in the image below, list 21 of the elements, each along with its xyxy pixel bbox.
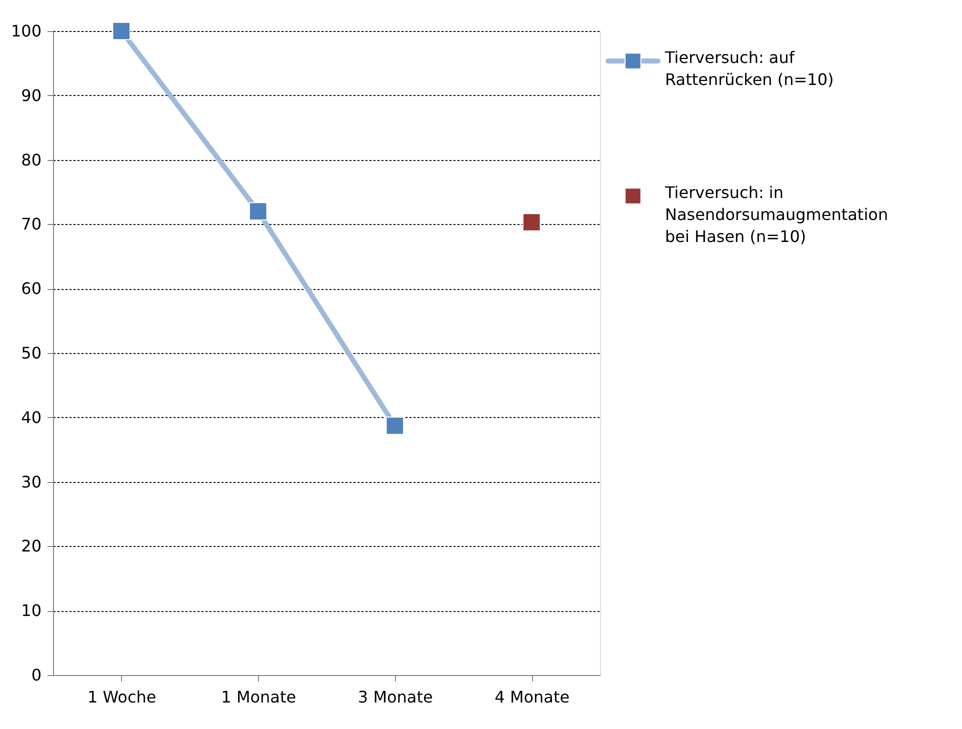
- y-tick-label: 60: [21, 279, 42, 298]
- x-tick-label: 1 Woche: [88, 688, 156, 706]
- y-tick-label: 100: [10, 22, 42, 40]
- y-tick-label: 80: [21, 150, 42, 170]
- legend-label: Tierversuch: in Nasendorsumaugmentation bei Hasen (n=10): [664, 183, 888, 246]
- point: [522, 213, 541, 232]
- x-tick-label: 4 Monate: [494, 688, 570, 706]
- point: [386, 416, 404, 435]
- y-tick-label: 20: [21, 536, 42, 556]
- point: [112, 22, 131, 40]
- y-tick-label: 50: [21, 344, 42, 362]
- x-tick-label: 3 Monate: [358, 688, 433, 706]
- y-tick-label: 0: [31, 666, 42, 684]
- x-tick-label: 1 Monate: [221, 688, 296, 706]
- y-tick-label: 70: [21, 214, 42, 234]
- y-tick-label: 90: [21, 86, 42, 105]
- y-tick-label: 30: [21, 472, 42, 492]
- point: [248, 202, 268, 220]
- y-tick-label: 40: [21, 408, 42, 427]
- legend-label: Tierversuch: auf Rattenrücken (n=10): [664, 48, 834, 89]
- y-tick-label: 10: [21, 601, 42, 620]
